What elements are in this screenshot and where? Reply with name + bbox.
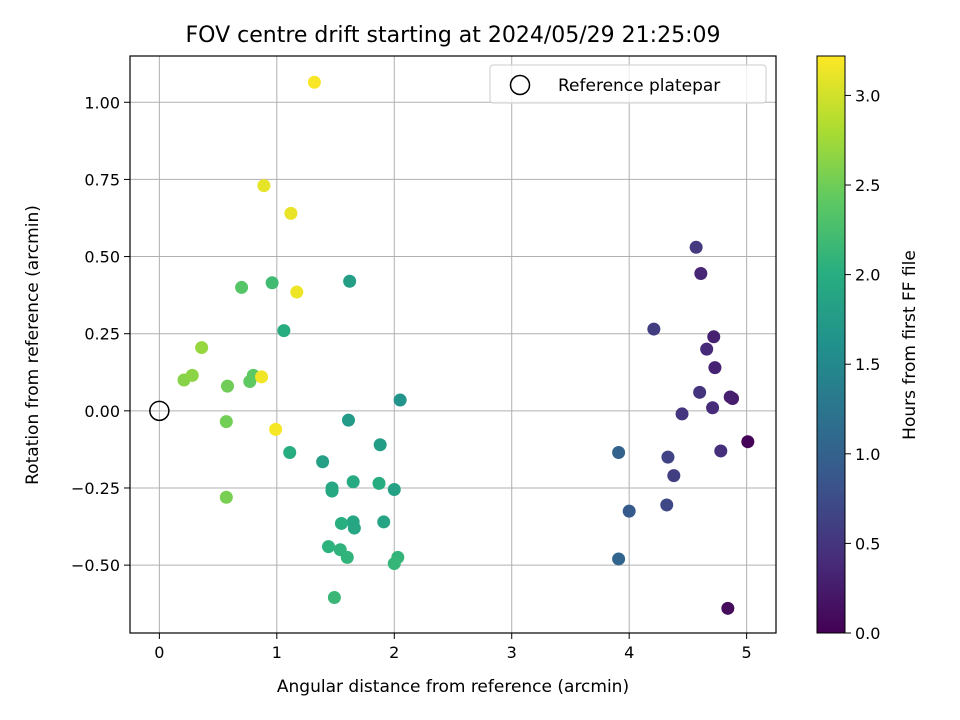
data-point [647, 322, 661, 336]
colorbar-tick-label: 1.5 [855, 355, 880, 374]
data-point [612, 445, 626, 459]
data-point [334, 516, 348, 530]
data-point [343, 274, 357, 288]
y-axis-ticks: −0.50 −0.25 0.00 0.25 0.50 0.75 1.00 [71, 93, 130, 575]
y-tick-label: −0.50 [71, 556, 120, 575]
data-point [387, 483, 401, 497]
colorbar-tick-label: 3.0 [855, 86, 880, 105]
legend-box [489, 64, 767, 104]
data-point [675, 407, 689, 421]
colorbar-tick-label: 2.5 [855, 176, 880, 195]
data-point [387, 557, 401, 571]
data-point [307, 75, 321, 89]
data-point [340, 550, 354, 564]
data-point [689, 240, 703, 254]
data-points [177, 75, 755, 615]
data-point [325, 484, 339, 498]
data-point [277, 324, 291, 338]
x-tick-label: 0 [154, 643, 164, 662]
data-point [347, 521, 361, 535]
data-point [694, 267, 708, 281]
data-point [269, 422, 283, 436]
data-point [243, 375, 257, 389]
data-point [693, 385, 707, 399]
colorbar-ticks: 0.0 0.5 1.0 1.5 2.0 2.5 3.0 [845, 86, 880, 643]
x-tick-label: 4 [624, 643, 634, 662]
data-point [235, 280, 249, 294]
x-tick-label: 1 [272, 643, 282, 662]
legend-entry-reference: Reference platepar [558, 76, 720, 96]
reference-point [149, 400, 170, 422]
reference-marker [149, 400, 170, 422]
y-axis-label: Rotation from reference (arcmin) [23, 205, 43, 485]
colorbar: 0.0 0.5 1.0 1.5 2.0 2.5 3.0 Hours from first F… [816, 55, 920, 643]
data-point [341, 413, 355, 427]
data-point [714, 444, 728, 458]
data-point [257, 179, 271, 193]
data-point [290, 285, 304, 299]
y-tick-label: 0.50 [84, 248, 120, 267]
data-point [377, 515, 391, 529]
y-tick-label: 0.00 [84, 402, 120, 421]
data-point [265, 276, 279, 290]
data-point [622, 504, 636, 518]
colorbar-tick-label: 2.0 [855, 266, 880, 285]
data-point [612, 552, 626, 566]
y-tick-label: 0.25 [84, 325, 120, 344]
x-axis-label: Angular distance from reference (arcmin) [277, 677, 629, 697]
legend: Reference platepar [489, 64, 767, 104]
data-point [660, 498, 674, 512]
data-point [661, 450, 675, 464]
data-point [219, 415, 233, 429]
y-tick-label: −0.25 [71, 479, 120, 498]
data-point [393, 393, 407, 407]
data-point [700, 342, 714, 356]
plot-frame [129, 55, 777, 634]
data-point [346, 475, 360, 489]
data-point [741, 435, 755, 449]
data-point [707, 330, 721, 344]
chart-title: FOV centre drift starting at 2024/05/29 … [186, 23, 721, 48]
data-point [220, 379, 234, 393]
data-point [283, 445, 297, 459]
grid-lines [130, 56, 776, 633]
x-tick-label: 3 [507, 643, 517, 662]
data-point [706, 401, 720, 415]
colorbar-gradient [816, 55, 846, 634]
data-point [372, 476, 386, 490]
data-point [327, 591, 341, 605]
data-point [316, 455, 330, 469]
data-point [219, 490, 233, 504]
data-point [284, 206, 298, 220]
data-point [723, 390, 737, 404]
x-axis-ticks: 0 1 2 3 4 5 [154, 633, 752, 662]
legend-marker-icon [509, 74, 531, 96]
colorbar-tick-label: 1.0 [855, 445, 880, 464]
data-point [195, 341, 209, 355]
data-point [321, 540, 335, 554]
x-tick-label: 5 [742, 643, 752, 662]
data-point [185, 368, 199, 382]
colorbar-tick-label: 0.0 [855, 624, 880, 643]
data-point [667, 469, 681, 483]
y-tick-label: 1.00 [84, 93, 120, 112]
x-tick-label: 2 [389, 643, 399, 662]
colorbar-tick-label: 0.5 [855, 534, 880, 553]
data-point [255, 370, 269, 384]
y-tick-label: 0.75 [84, 170, 120, 189]
data-point [708, 361, 722, 375]
data-point [373, 438, 387, 452]
data-point [721, 601, 735, 615]
colorbar-label: Hours from first FF file [900, 250, 920, 440]
